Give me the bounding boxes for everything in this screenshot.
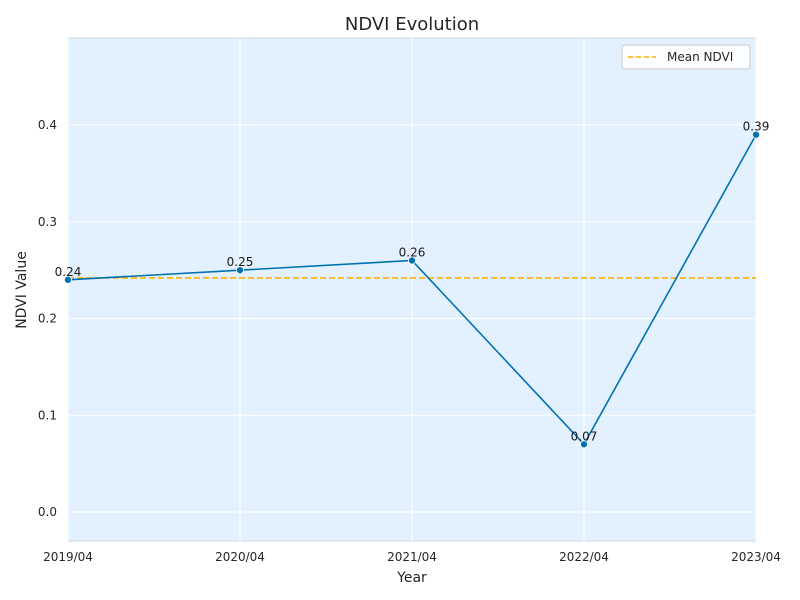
y-tick-label: 0.4 [38, 118, 57, 132]
y-axis-ticks: 0.0 0.1 0.2 0.3 0.4 [38, 118, 57, 519]
x-axis-title: Year [396, 570, 427, 586]
y-axis-title: NDVI Value [14, 251, 30, 329]
x-tick-label: 2019/04 [43, 550, 93, 564]
x-tick-label: 2022/04 [559, 550, 609, 564]
data-labels: 0.24 0.25 0.26 0.07 0.39 [55, 120, 770, 444]
legend-label-mean: Mean NDVI [667, 50, 733, 64]
ndvi-point [235, 266, 244, 275]
grid-lines [67, 38, 757, 541]
chart-title: NDVI Evolution [345, 14, 479, 35]
x-tick-label: 2023/04 [731, 550, 781, 564]
x-tick-label: 2021/04 [387, 550, 437, 564]
ndvi-point [752, 130, 761, 139]
legend: Mean NDVI [621, 44, 751, 70]
series-group [64, 130, 761, 449]
y-tick-label: 0.0 [38, 505, 57, 519]
data-label: 0.39 [743, 120, 770, 134]
x-axis-ticks: 2019/04 2020/04 2021/04 2022/04 2023/04 [43, 550, 781, 564]
data-label: 0.25 [227, 255, 254, 269]
y-tick-label: 0.1 [38, 408, 57, 422]
ndvi-point [407, 256, 416, 265]
ndvi-point [64, 275, 73, 284]
data-label: 0.26 [399, 245, 426, 259]
x-tick-label: 2020/04 [215, 550, 265, 564]
data-label: 0.07 [571, 429, 598, 443]
y-tick-label: 0.3 [38, 215, 57, 229]
data-label: 0.24 [55, 265, 82, 279]
ndvi-point [580, 440, 589, 449]
legend-box [621, 44, 751, 70]
y-tick-label: 0.2 [38, 312, 57, 326]
